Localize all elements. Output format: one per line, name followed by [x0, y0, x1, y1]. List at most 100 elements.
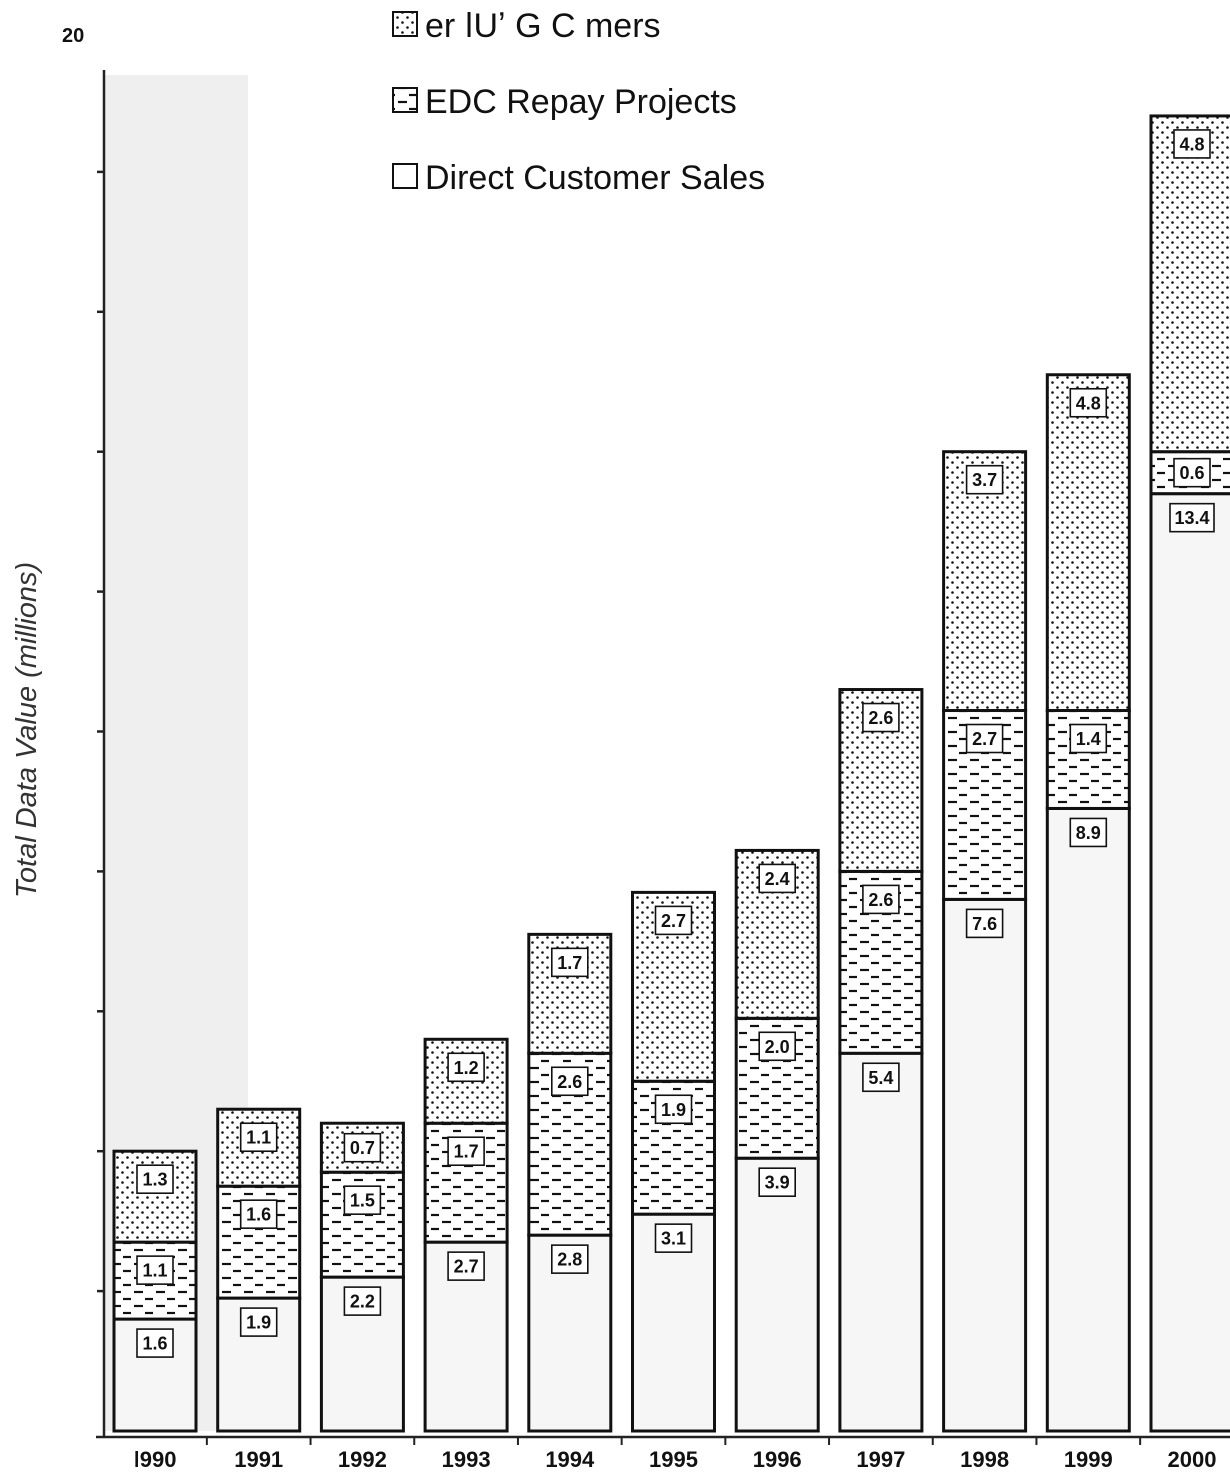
bar-segment-third-series-1999 — [1045, 373, 1131, 713]
y-axis-top-tick-label: 20 — [62, 25, 84, 47]
data-label-box — [758, 1167, 797, 1197]
data-label-box — [136, 1164, 174, 1194]
data-label-box — [1069, 817, 1108, 848]
data-label-box — [550, 947, 589, 978]
data-label-edc-repay-projects-1993: 1.7 — [454, 1142, 479, 1162]
x-tick-label-1994: 1994 — [545, 1447, 595, 1472]
data-label-box — [862, 884, 900, 915]
x-tick-label-1999: 1999 — [1064, 1447, 1113, 1472]
data-label-third-series-1992: 0.7 — [350, 1138, 375, 1158]
data-label-box — [654, 905, 693, 936]
x-tick-label-2000: 2000 — [1168, 1447, 1217, 1472]
data-label-edc-repay-projects-1998: 2.7 — [972, 729, 997, 749]
y-axis — [97, 70, 106, 1437]
data-label-direct-customer-sales-1998: 7.6 — [972, 914, 997, 934]
data-label-edc-repay-projects-1997: 2.6 — [868, 890, 893, 910]
data-label-box — [862, 702, 900, 733]
bar-segment-direct-customer-sales-2000 — [1149, 492, 1230, 1433]
legend-label-edc-repay-projects: EDC Repay Projects — [425, 83, 737, 121]
data-label-edc-repay-projects-1996: 2.0 — [765, 1037, 790, 1057]
x-tick-labels: ǀ990 1991 1992 1993 1994 1995 1996 1997 1998 1999… — [134, 1447, 1217, 1472]
bars — [112, 114, 1230, 1433]
legend-swatch-third-series — [392, 11, 418, 37]
legend-swatch-edc-repay-projects — [392, 87, 418, 113]
x-tick-label-1991: 1991 — [234, 1447, 283, 1472]
data-label-box — [550, 1244, 589, 1274]
data-label-direct-customer-sales-1991: 1.9 — [246, 1313, 271, 1333]
legend: er ǀUʼ G C mers EDC Repay Projects Direct … — [392, 7, 765, 197]
data-label-direct-customer-sales-1992: 2.2 — [350, 1292, 375, 1312]
data-label-third-series-1995: 2.7 — [661, 911, 686, 931]
legend-label-direct-customer-sales: Direct Customer Sales — [425, 159, 765, 197]
x-tick-label-1998: 1998 — [960, 1447, 1009, 1472]
data-label-box — [447, 1052, 485, 1083]
data-label-box — [654, 1094, 693, 1125]
data-label-edc-repay-projects-1994: 2.6 — [557, 1072, 582, 1092]
data-label-box — [758, 863, 797, 894]
x-axis — [96, 1435, 1230, 1445]
data-label-edc-repay-projects-1999: 1.4 — [1076, 729, 1101, 749]
data-label-third-series-1993: 1.2 — [454, 1058, 479, 1078]
data-label-box — [1173, 457, 1211, 488]
data-label-third-series-1996: 2.4 — [765, 869, 790, 889]
bar-segment-direct-customer-sales-1999 — [1045, 806, 1131, 1433]
data-label-box — [447, 1251, 485, 1281]
data-label-direct-customer-sales-2000: 13.4 — [1174, 508, 1209, 528]
data-label-box — [1069, 723, 1108, 754]
data-label-direct-customer-sales-1994: 2.8 — [557, 1250, 582, 1270]
data-label-third-series-2000: 4.8 — [1179, 134, 1204, 154]
data-label-box — [965, 908, 1004, 939]
data-label-direct-customer-sales-1990: 1.6 — [142, 1334, 167, 1354]
data-label-edc-repay-projects-1995: 1.9 — [661, 1100, 686, 1120]
data-label-edc-repay-projects-1991: 1.6 — [246, 1205, 271, 1225]
legend-swatch-direct-customer-sales — [392, 163, 418, 189]
data-label-box — [965, 723, 1004, 754]
data-label-edc-repay-projects-1992: 1.5 — [350, 1191, 375, 1211]
data-label-third-series-1990: 1.3 — [142, 1170, 167, 1190]
data-label-direct-customer-sales-1993: 2.7 — [454, 1257, 479, 1277]
bar-segment-direct-customer-sales-1996 — [734, 1156, 820, 1433]
data-label-box — [965, 464, 1004, 495]
x-tick-label-1992: 1992 — [338, 1447, 387, 1472]
x-tick-label-1990: ǀ990 — [134, 1447, 177, 1472]
data-label-box — [343, 1185, 382, 1215]
data-label-box — [239, 1307, 278, 1337]
y-axis-label: Total Data Value (millions) — [11, 562, 43, 898]
data-label-direct-customer-sales-1997: 5.4 — [868, 1068, 893, 1088]
data-label-box — [239, 1122, 278, 1153]
data-label-box — [136, 1255, 174, 1285]
data-label-third-series-1997: 2.6 — [868, 708, 893, 728]
data-label-box — [343, 1286, 382, 1316]
x-tick-label-1996: 1996 — [753, 1447, 802, 1472]
data-label-direct-customer-sales-1996: 3.9 — [765, 1173, 790, 1193]
data-label-direct-customer-sales-1999: 8.9 — [1076, 823, 1101, 843]
data-label-direct-customer-sales-1995: 3.1 — [661, 1229, 686, 1249]
data-label-third-series-1999: 4.8 — [1076, 393, 1101, 413]
legend-label-third-series: er ǀUʼ G C mers — [425, 7, 661, 45]
data-label-box — [136, 1328, 174, 1358]
data-label-third-series-1998: 3.7 — [972, 470, 997, 490]
data-label-edc-repay-projects-2000: 0.6 — [1179, 463, 1204, 483]
x-tick-label-1995: 1995 — [649, 1447, 698, 1472]
bar-segment-direct-customer-sales-1998 — [942, 897, 1028, 1433]
bar-segment-third-series-2000 — [1149, 114, 1230, 454]
data-label-box — [862, 1062, 900, 1093]
x-tick-label-1997: 1997 — [856, 1447, 905, 1472]
data-label-box — [447, 1136, 485, 1167]
data-label-box — [1169, 502, 1215, 533]
data-label-box — [239, 1199, 278, 1229]
x-tick-label-1993: 1993 — [442, 1447, 491, 1472]
data-label-box — [343, 1132, 382, 1163]
bar-segment-third-series-1995 — [631, 890, 716, 1083]
data-label-box — [758, 1031, 797, 1062]
bar-segment-direct-customer-sales-1997 — [838, 1051, 924, 1433]
data-label-third-series-1994: 1.7 — [557, 953, 582, 973]
data-labels: 1.6 1.1 1.3 1.9 1.6 1.1 2.2 1.5 0.7 2.7 1.7 1.2 2.8 2… — [136, 129, 1215, 1358]
data-label-box — [1173, 129, 1211, 159]
data-label-box — [550, 1066, 589, 1097]
bar-segment-third-series-1998 — [942, 450, 1028, 713]
data-label-edc-repay-projects-1990: 1.1 — [142, 1261, 167, 1281]
data-label-third-series-1991: 1.1 — [246, 1128, 271, 1148]
data-label-box — [654, 1223, 693, 1253]
